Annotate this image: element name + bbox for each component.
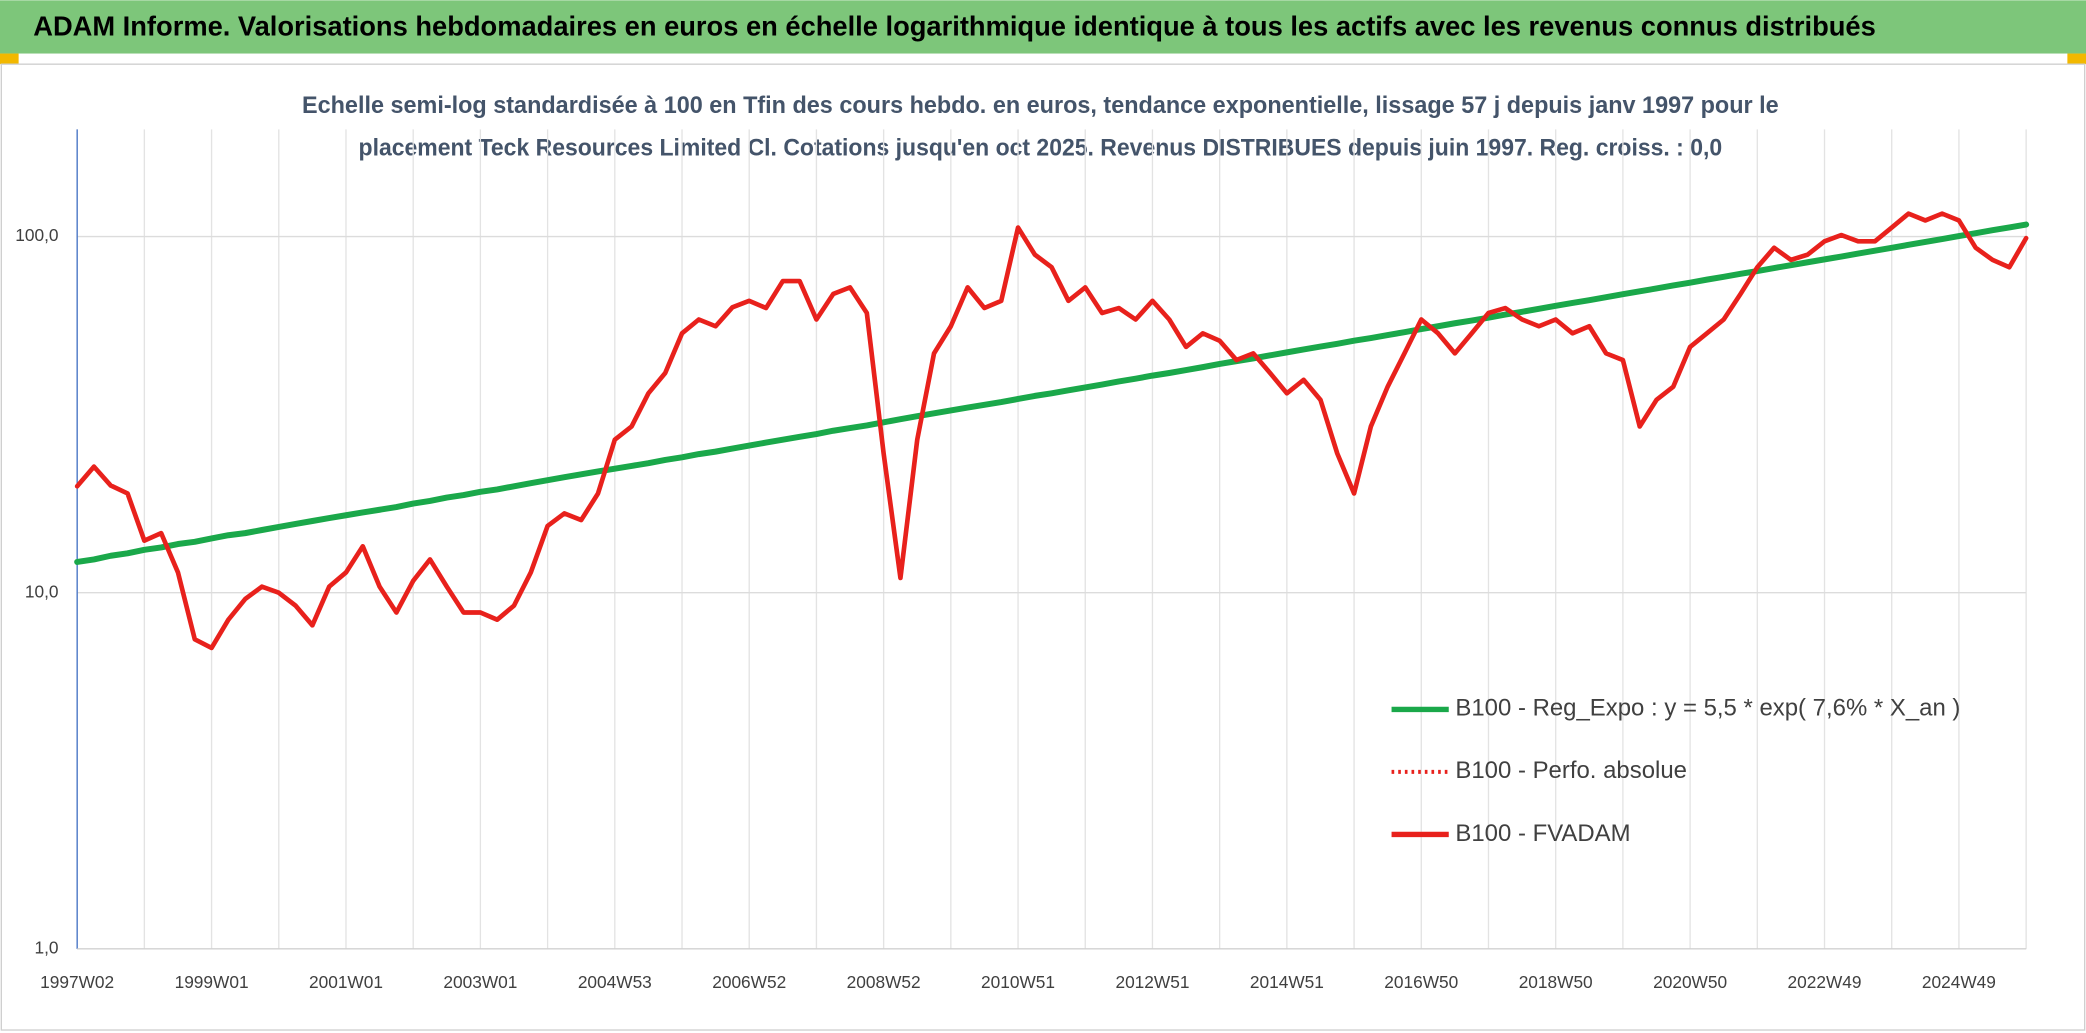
x-tick-label: 2012W51 — [1115, 972, 1189, 992]
x-tick-label: 2022W49 — [1788, 972, 1862, 992]
x-tick-label: 2004W53 — [578, 972, 652, 992]
x-tick-label: 2006W52 — [712, 972, 786, 992]
legend-label: B100 - Perfo. absolue — [1455, 757, 1687, 784]
x-tick-label: 1997W02 — [40, 972, 114, 992]
chart-frame — [0, 63, 2086, 1031]
series-line — [74, 221, 2030, 565]
x-tick-label: 2001W01 — [309, 972, 383, 992]
axis-labels: 1997W02 1999W01 2001W01 2003W01 2004W53 2006W… — [15, 225, 1996, 992]
x-tick-label: 1999W01 — [175, 972, 249, 992]
legend-label: B100 - FVADAM — [1455, 820, 1630, 847]
series-line — [74, 211, 2029, 651]
legend: B100 - Reg_Expo : y = 5,5 * exp( 7,6% * … — [1391, 695, 1960, 847]
x-tick-label: 2020W50 — [1653, 972, 1727, 992]
y-tick-label: 10,0 — [25, 581, 59, 601]
x-tick-label: 2014W51 — [1250, 972, 1324, 992]
header-band — [0, 0, 2086, 54]
y-tick-label: 1,0 — [35, 937, 59, 957]
chart-subtitle: Echelle semi-log standardisée à 100 en T… — [302, 92, 1779, 119]
legend-label: B100 - Reg_Expo : y = 5,5 * exp( 7,6% * … — [1455, 695, 1960, 722]
chart-subtitle: placement Teck Resources Limited Cl. Cot… — [359, 135, 1723, 162]
x-tick-label: 2016W50 — [1384, 972, 1458, 992]
x-tick-label: 2003W01 — [443, 972, 517, 992]
plot-lines — [74, 211, 2030, 651]
corner-mark — [2067, 53, 2086, 65]
x-tick-label: 2018W50 — [1519, 972, 1593, 992]
y-tick-label: 100,0 — [15, 225, 58, 245]
corner-mark — [0, 53, 19, 65]
x-tick-label: 2024W49 — [1922, 972, 1996, 992]
chart-title: ADAM Informe. Valorisations hebdomadaire… — [33, 11, 1876, 42]
x-tick-label: 2008W52 — [847, 972, 921, 992]
x-tick-label: 2010W51 — [981, 972, 1055, 992]
grid — [76, 129, 2027, 950]
